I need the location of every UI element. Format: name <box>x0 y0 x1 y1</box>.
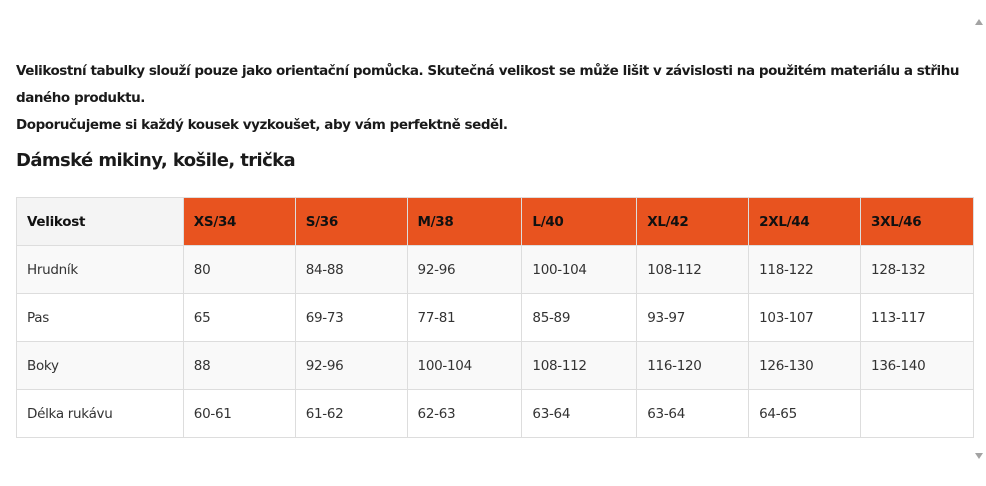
size-cell: 85-89 <box>521 293 638 342</box>
table-row: Boky 88 92-96 100-104 108-112 116-120 126-130 1… <box>16 341 974 390</box>
header-cell: 2XL/44 <box>748 197 862 246</box>
header-cell: M/38 <box>406 197 523 246</box>
row-label: Hrudník <box>16 245 184 294</box>
size-table: Velikost XS/34 S/36 M/38 L/40 XL/42 2XL/44 3XL/… <box>16 197 974 438</box>
size-cell: 60-61 <box>182 389 296 438</box>
scroll-down[interactable] <box>975 453 983 459</box>
size-cell: 63-64 <box>636 389 750 438</box>
size-cell: 62-63 <box>406 389 523 438</box>
table-row: Pas 65 69-73 77-81 85-89 93-97 103-107 113-117 <box>16 293 974 342</box>
size-cell: 108-112 <box>521 341 638 390</box>
header-cell: L/40 <box>521 197 638 246</box>
size-cell: 77-81 <box>406 293 523 342</box>
table-heading: Dámské mikiny, košile, trička <box>16 150 296 171</box>
row-label: Pas <box>16 293 184 342</box>
size-cell: 84-88 <box>294 245 408 294</box>
header-cell: 3XL/46 <box>860 197 974 246</box>
table-row: Hrudník 80 84-88 92-96 100-104 108-112 118-122… <box>16 245 974 294</box>
table-row: Délka rukávu 60-61 61-62 62-63 63-64 63-64 64-… <box>16 389 974 438</box>
size-cell: 92-96 <box>294 341 408 390</box>
size-cell: 92-96 <box>406 245 523 294</box>
row-label: Délka rukávu <box>16 389 184 438</box>
intro-line: Doporučujeme si každý kousek vyzkoušet, … <box>16 117 508 133</box>
header-cell: XL/42 <box>636 197 750 246</box>
size-cell: 80 <box>182 245 296 294</box>
size-cell: 116-120 <box>636 341 750 390</box>
size-cell: 69-73 <box>294 293 408 342</box>
size-cell: 126-130 <box>748 341 862 390</box>
size-cell: 113-117 <box>860 293 974 342</box>
row-label: Boky <box>16 341 184 390</box>
header-cell: Velikost <box>16 197 184 246</box>
size-cell: 88 <box>182 341 296 390</box>
header-cell: XS/34 <box>182 197 296 246</box>
scrollbar[interactable] <box>972 0 986 486</box>
size-cell: 128-132 <box>860 245 974 294</box>
size-cell: 100-104 <box>521 245 638 294</box>
size-cell: 63-64 <box>521 389 638 438</box>
size-cell: 136-140 <box>860 341 974 390</box>
size-cell: 100-104 <box>406 341 523 390</box>
size-cell: 93-97 <box>636 293 750 342</box>
size-cell: 65 <box>182 293 296 342</box>
size-cell: 61-62 <box>294 389 408 438</box>
header-cell: S/36 <box>294 197 408 246</box>
size-cell: 108-112 <box>636 245 750 294</box>
table-body: Hrudník 80 84-88 92-96 100-104 108-112 118-122… <box>16 245 974 438</box>
size-cell: 103-107 <box>748 293 862 342</box>
size-cell: 118-122 <box>748 245 862 294</box>
size-cell: 64-65 <box>748 389 862 438</box>
intro-line: Velikostní tabulky slouží pouze jako ori… <box>16 63 960 106</box>
intro-text: Velikostní tabulky slouží pouze jako ori… <box>16 58 966 139</box>
scroll-up[interactable] <box>975 19 983 25</box>
header-row: Velikost XS/34 S/36 M/38 L/40 XL/42 2XL/44 3XL/… <box>16 197 974 246</box>
empty-cell <box>860 389 974 438</box>
